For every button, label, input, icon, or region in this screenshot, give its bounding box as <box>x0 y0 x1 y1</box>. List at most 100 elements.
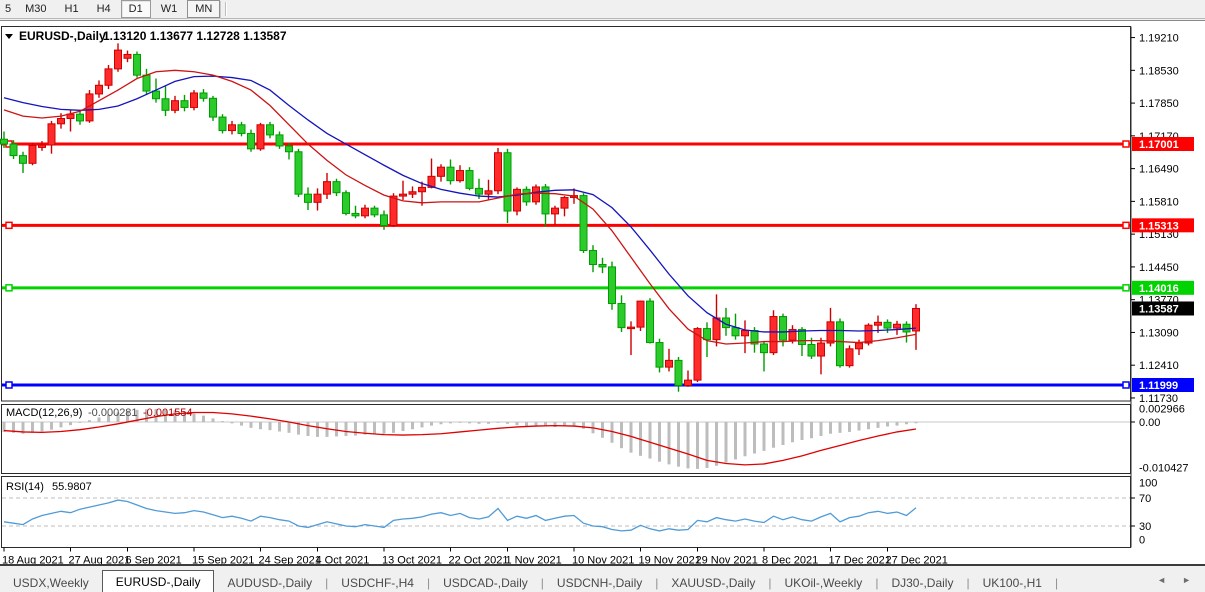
date-tick-label: 19 Nov 2021 <box>639 555 701 565</box>
chart-panes <box>0 21 1205 564</box>
candle-bullish <box>104 65 113 90</box>
support-resistance-line[interactable] <box>2 381 1130 389</box>
line-handle[interactable] <box>5 381 13 389</box>
candle-bullish <box>313 188 322 211</box>
candle-bearish <box>133 51 141 78</box>
tab-usdcnh-daily[interactable]: USDCNH-,Daily <box>556 576 643 590</box>
candle-bullish <box>190 90 198 111</box>
candle-bearish <box>646 298 654 344</box>
tab-scroll-right-icon[interactable]: ► <box>1182 575 1191 585</box>
tab-audusd-daily[interactable]: AUDUSD-,Daily <box>227 576 313 590</box>
price-tick-label: 1.19210 <box>1139 33 1179 45</box>
timeframe-button-h1[interactable]: H1 <box>64 3 79 15</box>
candle-bearish <box>446 159 455 185</box>
rsi-indicator-name: RSI(14) <box>6 481 44 493</box>
line-handle[interactable] <box>5 284 13 292</box>
candle-bullish <box>912 304 920 350</box>
candle-bullish <box>826 307 835 347</box>
candle-bullish <box>684 370 692 387</box>
tab-ukoil-weekly[interactable]: UKOil-,Weekly <box>784 576 863 590</box>
candle-bullish <box>636 300 645 331</box>
candle-bearish <box>760 341 768 372</box>
date-tick-label: 10 Nov 2021 <box>572 555 634 565</box>
price-tick-label: 1.11730 <box>1139 393 1178 405</box>
candle-bearish <box>9 140 18 159</box>
candle-bullish <box>817 337 825 375</box>
price-tick-label: 1.18530 <box>1139 65 1179 77</box>
hline-price-tag: 1.15313 <box>1139 220 1179 232</box>
date-tick-label: 8 Dec 2021 <box>762 555 818 565</box>
tab-separator: | <box>655 576 659 590</box>
chart-symbol-period: EURUSD-,Daily <box>19 29 106 43</box>
collapse-triangle-icon[interactable] <box>5 34 13 39</box>
date-tick-label: 29 Nov 2021 <box>696 555 758 565</box>
line-handle[interactable] <box>5 221 13 230</box>
current-price-tag: 1.13587 <box>1132 301 1194 316</box>
tab-scroll-arrows: ◄ ► <box>1157 575 1205 585</box>
date-tick-label: 4 Oct 2021 <box>316 555 370 565</box>
tab-scroll-left-icon[interactable]: ◄ <box>1157 575 1167 585</box>
timeframe-button-m30[interactable]: M30 <box>25 3 47 15</box>
macd-axis-label: 0.00 <box>1139 417 1160 429</box>
candle-bearish <box>798 327 806 357</box>
support-resistance-line[interactable] <box>2 284 1130 292</box>
candle-bullish <box>228 120 236 135</box>
date-tick-label: 24 Sep 2021 <box>259 555 321 565</box>
timeframe-button-w1[interactable]: W1 <box>160 3 178 15</box>
hline-price-tag: 1.17001 <box>1139 139 1179 151</box>
candle-bearish <box>703 322 711 358</box>
candle-bearish <box>589 245 597 273</box>
rsi-line <box>3 499 917 532</box>
chart-ohlc-values: 1.13120 1.13677 1.12728 1.13587 <box>103 29 287 43</box>
current-price-label: 1.13587 <box>1139 303 1179 315</box>
eurusd-daily-chart[interactable]: EURUSD-,Daily 1.13120 1.13677 1.12728 1.… <box>0 21 1205 564</box>
tab-separator: | <box>426 576 431 590</box>
tab-usdx-weekly[interactable]: USDX,Weekly <box>13 576 89 590</box>
tab-separator: | <box>768 576 772 590</box>
candle-bullish <box>532 184 540 205</box>
candle-bearish <box>598 257 607 274</box>
tab-usdchf-h4[interactable]: USDCHF-,H4 <box>341 576 414 590</box>
candle-bearish <box>237 121 246 137</box>
macd-label: MACD(12,26,9) -0.000281 -0.001554 <box>6 407 193 419</box>
line-handle[interactable] <box>1122 381 1130 389</box>
candle-bearish <box>76 111 84 125</box>
support-resistance-line[interactable] <box>2 221 1130 230</box>
tab-eurusd-daily[interactable]: EURUSD-,Daily <box>101 570 215 592</box>
candle-bearish <box>209 95 217 121</box>
line-handle[interactable] <box>1122 221 1130 230</box>
candles-layer <box>0 43 920 392</box>
moving-average-slow <box>3 75 917 333</box>
candle-bearish <box>836 318 844 368</box>
candle-bearish <box>161 86 170 117</box>
line-handle[interactable] <box>1122 140 1130 148</box>
candle-bullish <box>47 120 56 154</box>
candle-bearish <box>0 131 8 148</box>
rsi-axis-label: 30 <box>1139 521 1151 533</box>
candle-bearish <box>266 121 274 139</box>
macd-indicator-name: MACD(12,26,9) <box>6 407 82 419</box>
candle-bullish <box>627 321 635 356</box>
tab-xauusd-daily[interactable]: XAUUSD-,Daily <box>671 576 756 590</box>
candle-bearish <box>332 178 341 197</box>
macd-signal-value: -0.001554 <box>143 407 193 419</box>
tab-usdcad-daily[interactable]: USDCAD-,Daily <box>443 576 528 590</box>
timeframe-button-m5[interactable]: 5 <box>5 3 12 15</box>
price-tick-label: 1.16490 <box>1139 164 1179 176</box>
candle-bearish <box>275 131 284 149</box>
macd-signal-line <box>3 411 917 466</box>
horizontal-lines <box>2 140 1130 389</box>
timeframe-button-d1[interactable]: D1 <box>120 0 151 18</box>
timeframe-button-mn[interactable]: MN <box>187 0 221 18</box>
macd-axis-label: -0.010427 <box>1139 463 1189 475</box>
timeframe-button-h4[interactable]: H4 <box>96 3 111 15</box>
candle-bullish <box>456 165 464 183</box>
tab-separator: | <box>966 576 970 590</box>
candle-bullish <box>893 320 901 335</box>
tab-uk100-h1[interactable]: UK100-,H1 <box>982 576 1042 590</box>
tab-dj30-daily[interactable]: DJ30-,Daily <box>891 576 954 590</box>
macd-main-value: -0.000281 <box>88 407 138 419</box>
candle-bearish <box>199 89 208 102</box>
line-handle[interactable] <box>1122 284 1130 292</box>
